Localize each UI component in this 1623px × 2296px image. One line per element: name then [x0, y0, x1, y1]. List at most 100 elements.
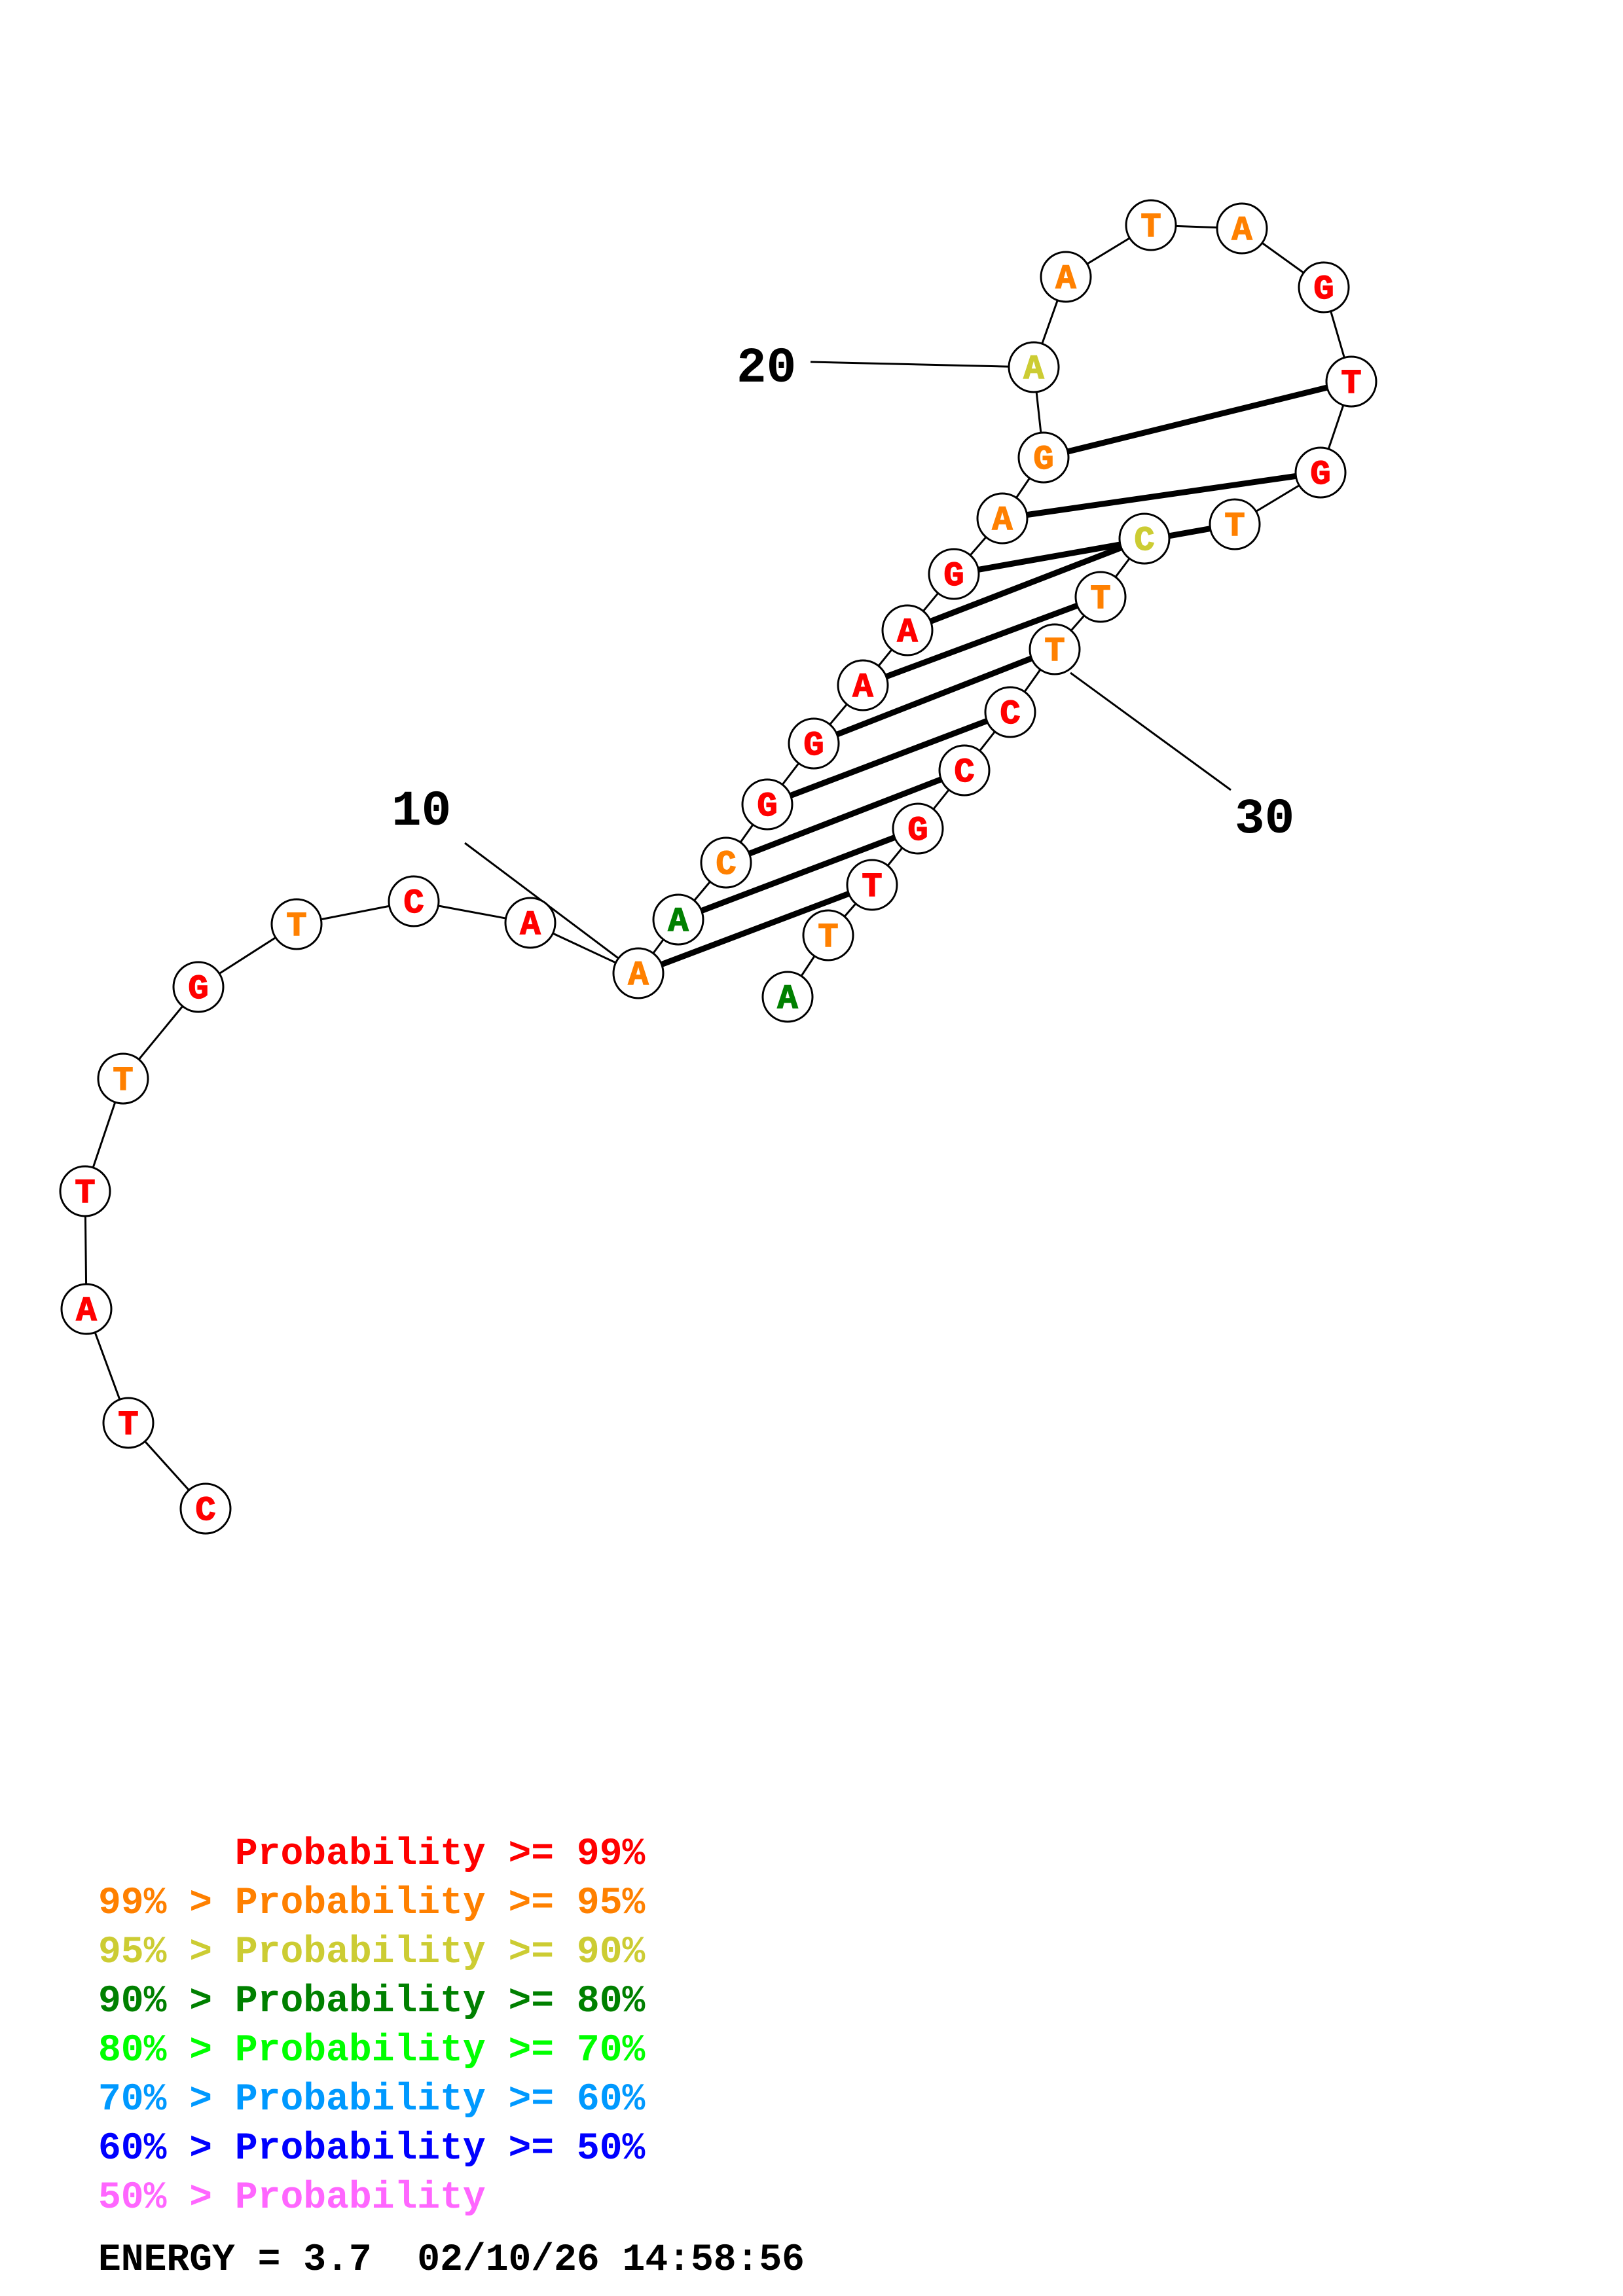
- nucleotide-letter: A: [897, 613, 918, 652]
- nucleotide: T: [1209, 498, 1261, 550]
- nucleotide-letter: A: [992, 501, 1013, 540]
- nucleotide: T: [802, 909, 854, 961]
- position-label: 30: [1235, 791, 1294, 848]
- nucleotide-circle: [846, 859, 898, 911]
- nucleotide: A: [881, 604, 934, 656]
- nucleotide: A: [60, 1283, 113, 1335]
- nucleotide-circle: [700, 836, 752, 889]
- nucleotide: A: [1216, 202, 1268, 255]
- nucleotide-letter: T: [1044, 632, 1065, 671]
- nucleotide-circle: [1216, 202, 1268, 255]
- nucleotide: C: [938, 744, 991, 797]
- nucleotide: A: [504, 897, 556, 949]
- nucleotide: T: [59, 1165, 111, 1217]
- nucleotide: A: [837, 659, 889, 711]
- nucleotide-circle: [1008, 341, 1060, 393]
- nucleotide-letter: G: [1310, 456, 1330, 494]
- nucleotide-letter: G: [1033, 440, 1053, 479]
- nucleotide: G: [788, 717, 840, 770]
- nucleotide: G: [1298, 261, 1350, 314]
- legend-line: 50% > Probability: [98, 2177, 486, 2219]
- nucleotide-letter: G: [1313, 270, 1334, 309]
- nucleotide-letter: T: [862, 868, 882, 906]
- nucleotide: T: [1029, 623, 1081, 675]
- nucleotide-circle: [388, 875, 440, 927]
- nucleotide-letter: A: [520, 906, 541, 944]
- nucleotide-letter: G: [943, 557, 964, 596]
- nucleotide: C: [1118, 512, 1171, 565]
- nucleotide-circle: [1118, 512, 1171, 565]
- nucleotide-letter: G: [907, 812, 928, 850]
- nucleotide-letter: G: [188, 970, 208, 1009]
- nucleotide: T: [1325, 355, 1377, 408]
- nucleotide-letter: T: [818, 918, 838, 957]
- position-label-leader: [810, 361, 1034, 368]
- nucleotide-circle: [652, 893, 704, 946]
- base-pair-bond: [953, 521, 1235, 577]
- nucleotide-letter: G: [803, 726, 824, 765]
- nucleotide: G: [892, 802, 944, 855]
- base-pair-bond: [1042, 378, 1353, 461]
- nucleotide-letter: A: [1231, 211, 1252, 250]
- nucleotide-letter: C: [1000, 695, 1020, 734]
- nucleotide-letter: T: [286, 907, 306, 946]
- nucleotide-circle: [976, 492, 1029, 545]
- nucleotide: A: [1040, 251, 1092, 303]
- nucleotide-circle: [102, 1397, 155, 1449]
- legend-line: 60% > Probability >= 50%: [98, 2128, 646, 2170]
- nucleotide-circle: [1325, 355, 1377, 408]
- base-pair-bond: [1002, 469, 1321, 522]
- legend-line: 90% > Probability >= 80%: [98, 1981, 646, 2023]
- nucleotide-circle: [612, 947, 665, 999]
- nucleotide: A: [612, 947, 665, 999]
- nucleotide: G: [1017, 431, 1070, 484]
- base-pair-bond: [677, 825, 919, 923]
- nucleotide-letter: A: [1055, 260, 1076, 298]
- base-pair-bond: [725, 767, 966, 866]
- nucleotide-circle: [60, 1283, 113, 1335]
- nucleotide-letter: T: [1341, 365, 1361, 403]
- nucleotide-circle: [984, 686, 1036, 738]
- nucleotide-circle: [938, 744, 991, 797]
- nucleotide-letter: T: [1140, 208, 1161, 247]
- nucleotide-circle: [1209, 498, 1261, 550]
- nucleotide-circle: [802, 909, 854, 961]
- nucleotide-letter: A: [76, 1292, 97, 1331]
- nucleotide-circle: [1294, 446, 1347, 499]
- nucleotide-circle: [59, 1165, 111, 1217]
- base-pair-bond: [637, 882, 873, 977]
- nucleotide-letter: C: [954, 753, 974, 792]
- position-label-leader: [1070, 672, 1231, 791]
- nucleotide: A: [1008, 341, 1060, 393]
- nucleotide-letter: C: [403, 884, 424, 923]
- nucleotide-letter: T: [1224, 507, 1245, 546]
- nucleotide-letter: G: [757, 787, 777, 826]
- nucleotide-letter: C: [716, 846, 736, 884]
- nucleotide-letter: T: [1090, 580, 1110, 619]
- nucleotide-circle: [1017, 431, 1070, 484]
- nucleotide: T: [97, 1052, 149, 1105]
- nucleotide-letter: A: [628, 956, 649, 995]
- legend-line: 70% > Probability >= 60%: [98, 2079, 646, 2121]
- nucleotide-circle: [892, 802, 944, 855]
- nucleotide-circle: [837, 659, 889, 711]
- nucleotide: C: [179, 1482, 232, 1535]
- nucleotide-circle: [1040, 251, 1092, 303]
- nucleotide-letter: A: [1023, 350, 1044, 389]
- position-label-layer: 10 20 30: [392, 340, 1294, 848]
- base-pair-bond: [906, 535, 1146, 634]
- nucleotide-circle: [741, 778, 793, 831]
- nucleotide-letter: A: [852, 668, 873, 707]
- position-label: 20: [737, 340, 796, 397]
- nucleotide-circle: [172, 961, 225, 1013]
- nucleotide-letter: T: [75, 1174, 95, 1213]
- legend-line: Probability >= 99%: [98, 1833, 646, 1876]
- nucleotide-circle: [928, 548, 980, 600]
- nucleotide: T: [102, 1397, 155, 1449]
- nucleotide: C: [700, 836, 752, 889]
- nucleotide-letter: T: [118, 1406, 138, 1444]
- nucleotide-circle: [504, 897, 556, 949]
- legend-line: 80% > Probability >= 70%: [98, 2030, 646, 2072]
